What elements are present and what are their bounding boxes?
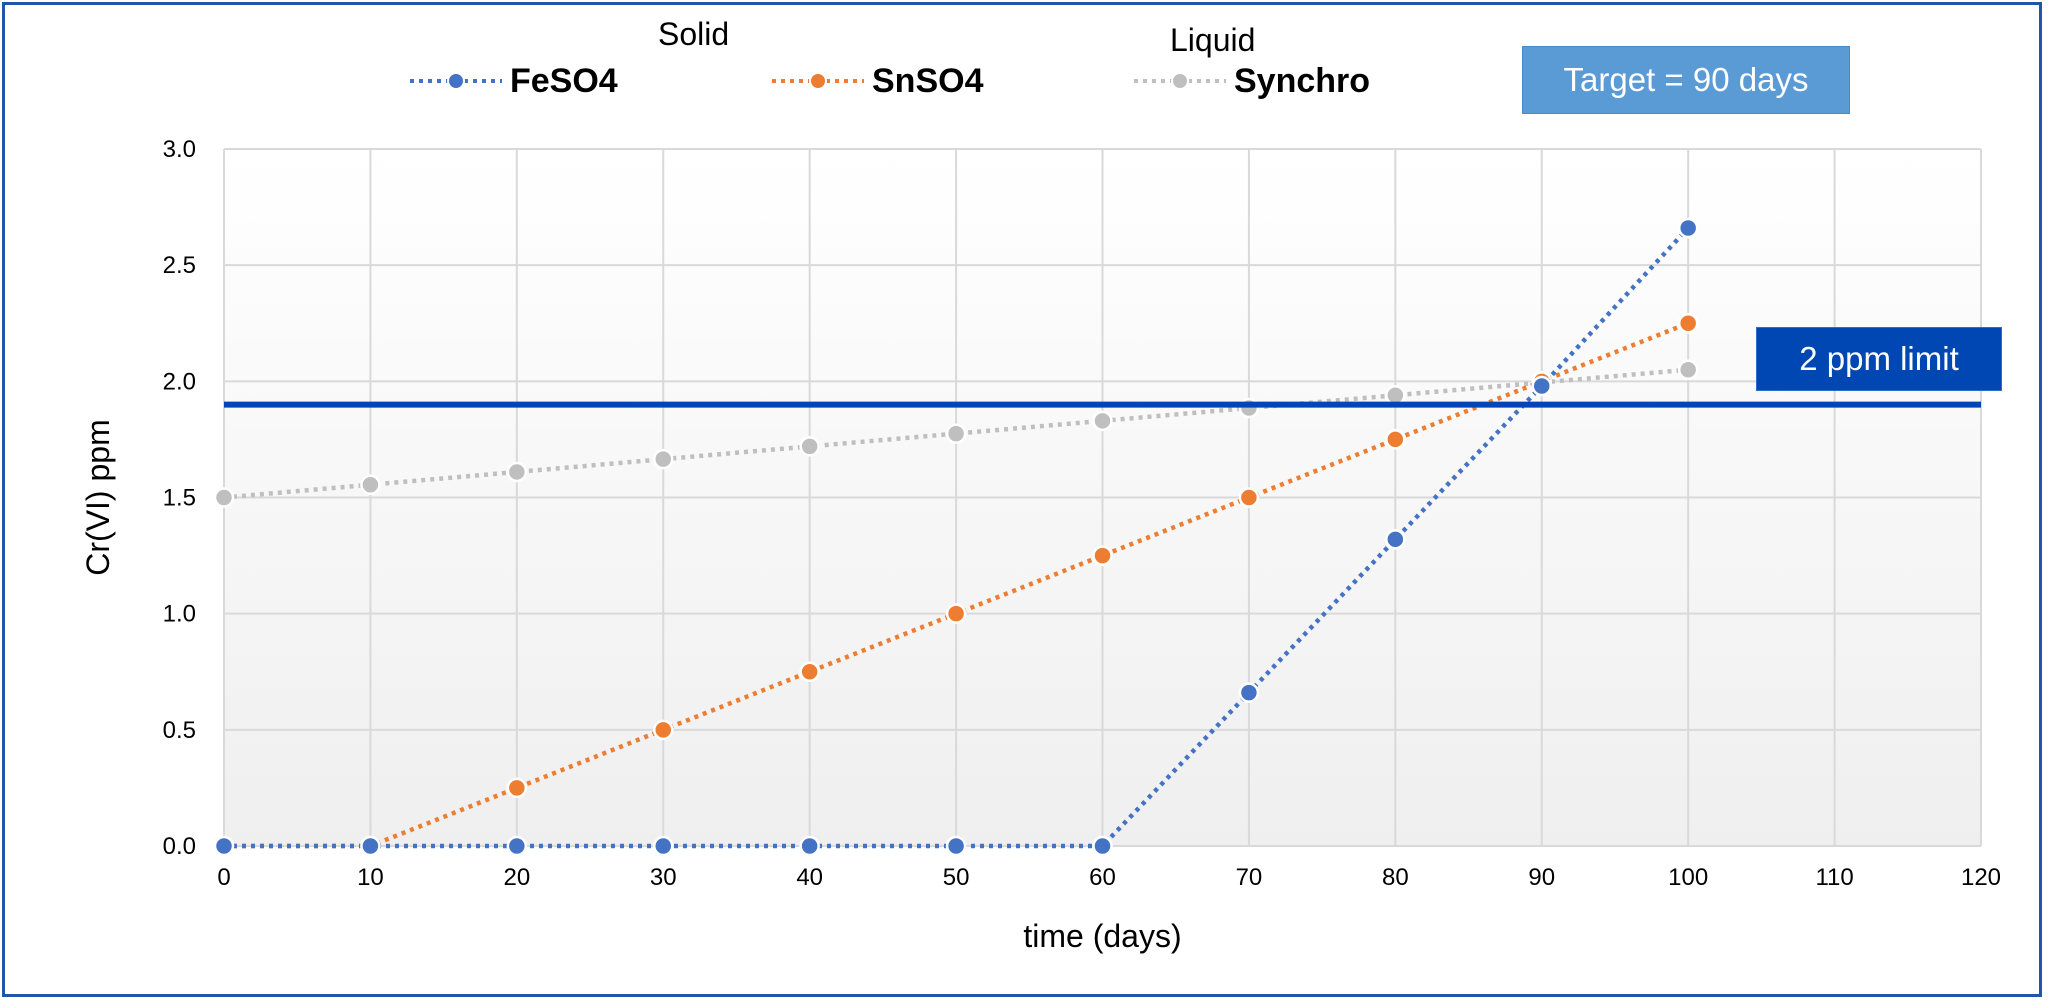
data-point-synchro: [360, 474, 381, 495]
x-tick-label: 80: [1382, 864, 1409, 891]
x-tick-label: 20: [503, 864, 530, 891]
x-axis-ticks: 0 10 20 30 40 50 60 70 80 90 100 110 120: [217, 864, 2001, 891]
data-point-snso4: [653, 719, 674, 741]
legend-marker-feso4: [410, 72, 502, 90]
data-point-snso4: [1238, 487, 1260, 508]
data-point-snso4: [799, 661, 820, 682]
x-tick-label: 90: [1528, 864, 1555, 891]
data-point-feso4: [945, 835, 967, 857]
legend-marker-synchro: [1134, 72, 1226, 90]
y-tick-label: 1.0: [163, 601, 196, 628]
data-point-synchro: [1092, 410, 1113, 432]
data-point-feso4: [799, 835, 820, 857]
data-point-snso4: [1092, 545, 1113, 566]
legend-item-feso4: FeSO4: [408, 55, 618, 107]
series-snso4: [213, 313, 1699, 857]
legend-label-feso4: FeSO4: [510, 61, 618, 100]
x-tick-label: 0: [217, 864, 230, 891]
x-tick-label: 10: [357, 864, 384, 891]
data-point-synchro: [506, 461, 528, 483]
series-group: [213, 217, 1699, 857]
y-axis-label: Cr(VI) ppm: [80, 419, 116, 575]
x-tick-label: 120: [1961, 864, 2001, 891]
series-line-synchro: [223, 367, 1689, 500]
data-point-synchro: [945, 423, 967, 444]
data-point-synchro: [653, 448, 674, 470]
x-tick-label: 40: [796, 864, 823, 891]
data-point-feso4: [213, 835, 235, 857]
data-point-feso4: [653, 835, 674, 857]
data-point-feso4: [1385, 529, 1406, 550]
data-point-snso4: [506, 777, 528, 799]
legend-label-synchro: Synchro: [1234, 61, 1371, 100]
x-axis-label: time (days): [1023, 918, 1181, 954]
y-tick-label: 0.5: [163, 717, 196, 744]
data-point-snso4: [1677, 313, 1699, 334]
legend-item-synchro: Synchro: [1132, 55, 1370, 107]
y-tick-label: 3.0: [163, 136, 196, 163]
x-tick-label: 60: [1089, 864, 1116, 891]
data-point-synchro: [799, 436, 820, 457]
y-tick-label: 2.0: [163, 368, 196, 395]
data-point-synchro: [1677, 359, 1699, 380]
legend-group-liquid: Liquid: [1170, 22, 1256, 58]
data-point-snso4: [1385, 429, 1406, 450]
y-tick-label: 1.5: [163, 485, 196, 512]
data-point-snso4: [945, 603, 967, 624]
data-point-feso4: [1238, 682, 1260, 703]
data-point-feso4: [1677, 217, 1699, 239]
x-tick-label: 70: [1236, 864, 1263, 891]
target-annotation: Target = 90 days: [1522, 46, 1850, 114]
limit-annotation: 2 ppm limit: [1756, 327, 2002, 391]
x-tick-label: 30: [650, 864, 677, 891]
series-feso4: [213, 217, 1699, 857]
x-tick-label: 110: [1815, 864, 1853, 891]
legend-item-snso4: SnSO4: [770, 55, 983, 107]
legend-marker-snso4: [772, 72, 864, 90]
y-tick-label: 0.0: [163, 833, 196, 860]
x-tick-label: 50: [943, 864, 970, 891]
data-point-feso4: [360, 835, 381, 857]
data-point-feso4: [506, 835, 528, 857]
data-point-synchro: [213, 487, 235, 508]
data-point-feso4: [1092, 835, 1113, 857]
y-axis-ticks: 0.0 0.5 1.0 1.5 2.0 2.5 3.0: [163, 136, 196, 860]
data-point-feso4: [1531, 375, 1552, 397]
legend-group-solid: Solid: [658, 16, 730, 52]
x-tick-label: 100: [1668, 864, 1708, 891]
y-tick-label: 2.5: [163, 252, 196, 279]
series-synchro: [213, 359, 1699, 508]
legend-label-snso4: SnSO4: [872, 61, 984, 100]
